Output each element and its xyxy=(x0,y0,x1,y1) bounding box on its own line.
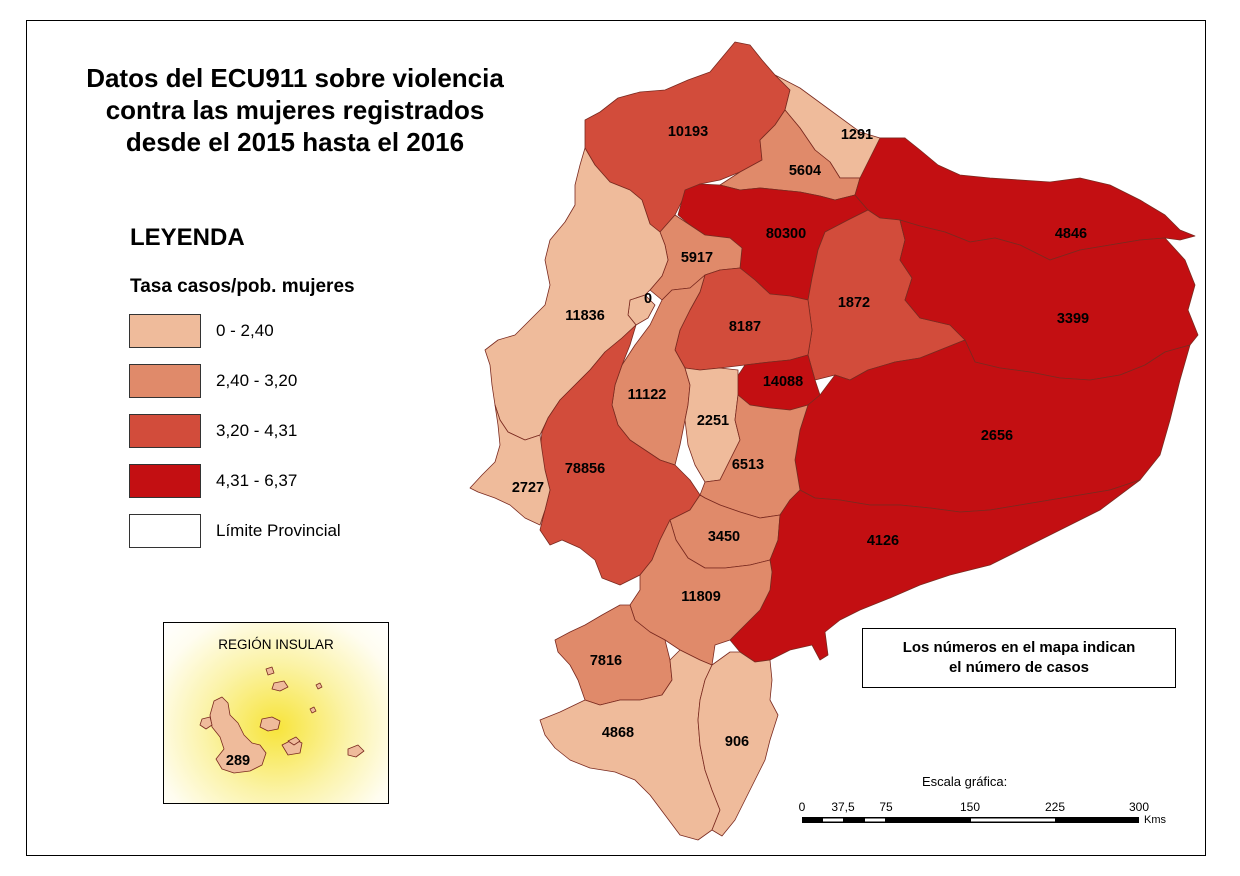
label-canar: 3450 xyxy=(708,529,740,545)
scale-bar-segment-1 xyxy=(823,818,843,822)
scale-title: Escala gráfica: xyxy=(922,774,1008,789)
scale-tick-2: 75 xyxy=(879,800,893,814)
label-napo: 1872 xyxy=(838,295,870,311)
label-loja: 4868 xyxy=(602,725,634,741)
island-san-cristobal xyxy=(347,744,365,758)
label-sucumbios: 4846 xyxy=(1055,226,1087,242)
label-chimborazo: 6513 xyxy=(732,457,764,473)
island-marchena xyxy=(287,736,301,746)
title-line-2: contra las mujeres registrados xyxy=(105,95,485,125)
label-los-rios: 11122 xyxy=(628,387,667,403)
scale-tick-4: 225 xyxy=(1044,800,1066,814)
legend-subtitle: Tasa casos/pob. mujeres xyxy=(130,276,355,297)
province-santa-elena xyxy=(469,404,551,526)
label-orellana: 3399 xyxy=(1057,311,1089,327)
island-santa-cruz xyxy=(259,716,281,732)
island-isabela xyxy=(209,696,267,774)
note-line-1: Los números en el mapa indican xyxy=(902,639,1136,656)
island-santiago xyxy=(271,680,289,692)
label-pichincha: 80300 xyxy=(766,226,806,242)
scale-tick-0: 0 xyxy=(798,800,806,814)
legend-label-boundary: Límite Provincial xyxy=(216,521,341,540)
title-line-1: Datos del ECU911 sobre violencia xyxy=(86,63,504,93)
label-esmeraldas: 10193 xyxy=(668,124,708,140)
label-guayas: 78856 xyxy=(565,461,605,477)
label-tungurahua: 14088 xyxy=(763,374,803,390)
label-bolivar: 2251 xyxy=(697,413,729,429)
label-imbabura: 5604 xyxy=(789,163,821,179)
legend-swatch-class-1 xyxy=(129,314,201,348)
island-small-north xyxy=(315,682,323,690)
legend-swatch-class-4 xyxy=(129,464,201,498)
legend-swatch-class-3 xyxy=(129,414,201,448)
legend-label-class-3: 3,20 - 4,31 xyxy=(216,421,298,440)
label-pastaza: 2656 xyxy=(981,428,1013,444)
island-pinta xyxy=(265,666,275,676)
legend-swatch-boundary xyxy=(129,514,201,548)
label-azuay: 11809 xyxy=(681,589,721,605)
legend-swatch-class-2 xyxy=(129,364,201,398)
galapagos-map xyxy=(199,666,365,774)
note-line-2: el número de casos xyxy=(948,659,1090,676)
scale-tick-5: 300 xyxy=(1128,800,1150,814)
island-fernandina xyxy=(199,716,213,730)
label-0-cases: 0 xyxy=(644,291,652,307)
island-small-east xyxy=(309,706,317,714)
label-santa-elena: 2727 xyxy=(512,480,544,496)
label-el-oro: 7816 xyxy=(590,653,622,669)
inset-title: REGIÓN INSULAR xyxy=(218,637,334,652)
label-cotopaxi: 8187 xyxy=(729,319,761,335)
scale-tick-3: 150 xyxy=(959,800,981,814)
map-frame xyxy=(26,20,1206,856)
title-line-3: desde el 2015 hasta el 2016 xyxy=(125,127,465,157)
legend-title: LEYENDA xyxy=(130,224,245,251)
scale-tick-1: 37,5 xyxy=(831,800,855,814)
label-morona-santiago: 4126 xyxy=(867,533,899,549)
legend-label-class-2: 2,40 - 3,20 xyxy=(216,371,298,390)
legend-label-class-4: 4,31 - 6,37 xyxy=(216,471,298,490)
label-carchi: 1291 xyxy=(841,127,873,143)
scale-bar-segment-3 xyxy=(971,818,1055,822)
label-santo-domingo: 5917 xyxy=(681,250,713,266)
scale-bar-segment-2 xyxy=(865,818,885,822)
scale-unit: Kms xyxy=(1144,814,1166,826)
legend-label-class-1: 0 - 2,40 xyxy=(216,321,274,340)
map-note: Los números en el mapa indican el número… xyxy=(862,628,1176,688)
label-zamora-chinchipe: 906 xyxy=(725,734,749,750)
province-zamora-chinchipe xyxy=(697,651,779,837)
map-title: Datos del ECU911 sobre violencia contra … xyxy=(40,62,550,158)
label-manabi: 11836 xyxy=(565,308,605,324)
insular-region-inset: REGIÓN INSULAR xyxy=(163,622,389,804)
scale-bar-base xyxy=(802,817,1139,823)
